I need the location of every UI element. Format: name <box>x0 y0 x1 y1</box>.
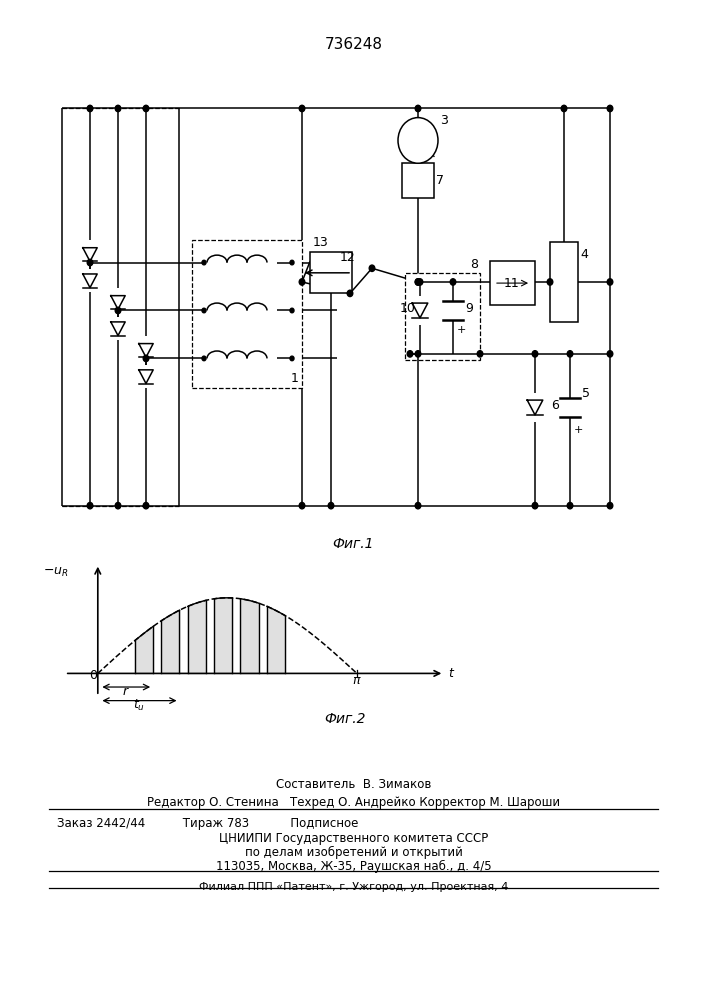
Circle shape <box>144 355 148 362</box>
Text: по делам изобретений и открытий: по делам изобретений и открытий <box>245 846 462 859</box>
Text: 10: 10 <box>400 302 416 315</box>
Text: 4: 4 <box>580 248 588 261</box>
Circle shape <box>290 308 294 313</box>
Text: 736248: 736248 <box>325 37 382 52</box>
Circle shape <box>561 105 567 112</box>
Circle shape <box>415 279 421 285</box>
Text: 113035, Москва, Ж-35, Раушская наб., д. 4/5: 113035, Москва, Ж-35, Раушская наб., д. … <box>216 860 491 873</box>
Circle shape <box>202 308 206 313</box>
Circle shape <box>328 502 334 509</box>
Text: 13: 13 <box>313 236 329 249</box>
FancyBboxPatch shape <box>310 252 352 293</box>
Text: Редактор О. Стенина   Техред О. Андрейко Корректор М. Шароши: Редактор О. Стенина Техред О. Андрейко К… <box>147 796 560 809</box>
Circle shape <box>532 351 538 357</box>
Circle shape <box>567 351 573 357</box>
Circle shape <box>369 265 375 271</box>
Text: 11: 11 <box>504 277 520 290</box>
Circle shape <box>290 356 294 361</box>
Circle shape <box>144 502 148 509</box>
Circle shape <box>398 118 438 163</box>
Circle shape <box>417 279 423 285</box>
Circle shape <box>347 290 353 297</box>
Circle shape <box>607 351 613 357</box>
Text: Составитель  В. Зимаков: Составитель В. Зимаков <box>276 778 431 791</box>
Circle shape <box>415 351 421 357</box>
Circle shape <box>115 502 121 509</box>
Circle shape <box>87 105 93 112</box>
Text: 8: 8 <box>470 258 478 271</box>
Circle shape <box>299 105 305 112</box>
Text: Фиг.1: Фиг.1 <box>332 537 374 551</box>
Circle shape <box>407 351 413 357</box>
Text: 3: 3 <box>440 114 448 127</box>
Text: 5: 5 <box>582 387 590 400</box>
Text: 7: 7 <box>436 174 444 187</box>
Circle shape <box>450 279 456 285</box>
Text: 12: 12 <box>340 251 356 264</box>
FancyBboxPatch shape <box>192 240 302 388</box>
Circle shape <box>567 502 573 509</box>
Text: ЦНИИПИ Государственного комитета СССР: ЦНИИПИ Государственного комитета СССР <box>219 832 488 845</box>
Text: $\pi$: $\pi$ <box>352 674 362 687</box>
Text: r: r <box>123 685 128 698</box>
FancyBboxPatch shape <box>550 242 578 322</box>
Text: Фиг.2: Фиг.2 <box>325 712 366 726</box>
Circle shape <box>547 279 553 285</box>
Text: 1: 1 <box>291 372 299 385</box>
Circle shape <box>415 279 421 285</box>
Circle shape <box>87 502 93 509</box>
FancyBboxPatch shape <box>402 163 434 198</box>
Text: 9: 9 <box>465 302 473 315</box>
Circle shape <box>202 356 206 361</box>
Text: +: + <box>574 425 583 435</box>
Circle shape <box>202 260 206 265</box>
Circle shape <box>299 279 305 285</box>
Circle shape <box>299 502 305 509</box>
Circle shape <box>415 502 421 509</box>
Circle shape <box>87 259 93 266</box>
Text: t: t <box>448 667 453 680</box>
Circle shape <box>290 260 294 265</box>
Text: $-u_R$: $-u_R$ <box>43 566 69 579</box>
Text: Заказ 2442/44          Тираж 783           Подписное: Заказ 2442/44 Тираж 783 Подписное <box>57 817 358 830</box>
Text: $t_u$: $t_u$ <box>133 698 145 713</box>
Circle shape <box>532 502 538 509</box>
Text: 6: 6 <box>551 399 559 412</box>
Text: Филиал ППП «Патент», г. Ужгород, ул. Проектная, 4: Филиал ППП «Патент», г. Ужгород, ул. Про… <box>199 882 508 892</box>
Circle shape <box>115 105 121 112</box>
Circle shape <box>607 279 613 285</box>
FancyBboxPatch shape <box>490 261 535 305</box>
Circle shape <box>144 105 148 112</box>
Circle shape <box>607 502 613 509</box>
Text: 0: 0 <box>89 669 97 682</box>
Text: +: + <box>457 325 467 335</box>
Circle shape <box>607 105 613 112</box>
FancyBboxPatch shape <box>405 273 480 360</box>
Circle shape <box>477 351 483 357</box>
Circle shape <box>415 105 421 112</box>
Circle shape <box>115 307 121 314</box>
